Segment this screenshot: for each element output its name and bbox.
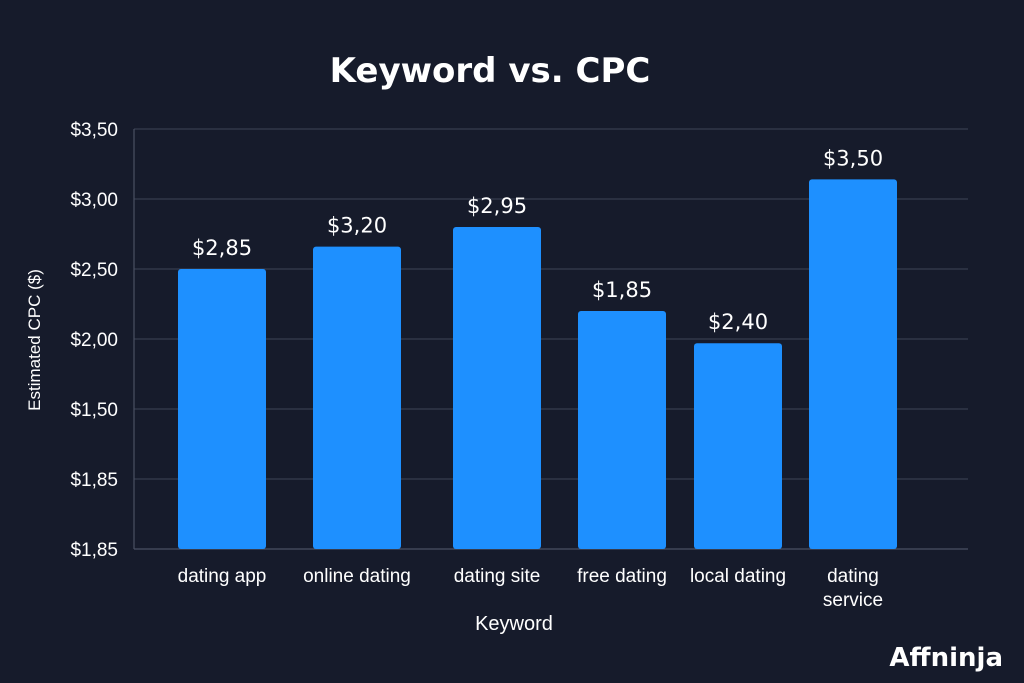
y-tick-label: $2,00 bbox=[70, 330, 118, 351]
data-label: $3,20 bbox=[327, 214, 387, 238]
y-tick-label: $1,85 bbox=[70, 540, 118, 561]
bar bbox=[694, 343, 782, 549]
y-tick-label: $3,00 bbox=[70, 190, 118, 211]
x-category-label: local dating bbox=[690, 566, 786, 587]
data-label: $1,85 bbox=[592, 278, 652, 302]
y-axis-title: Estimated CPC ($) bbox=[25, 269, 44, 411]
y-tick-label: $2,50 bbox=[70, 260, 118, 281]
x-category-label: dating app bbox=[178, 566, 267, 587]
data-label: $2,95 bbox=[467, 194, 527, 218]
x-category-label: dating bbox=[827, 566, 879, 587]
data-label: $2,85 bbox=[192, 236, 252, 260]
data-label: $3,50 bbox=[823, 146, 883, 170]
y-axis-ticks: $1,85 $1,85 $1,50 $2,00 $2,50 $3,00 $3,50 bbox=[70, 120, 118, 561]
brand-logo: Affninja bbox=[889, 643, 1003, 673]
x-category-label: service bbox=[823, 590, 883, 611]
x-category-label: online dating bbox=[303, 566, 411, 587]
y-tick-label: $1,50 bbox=[70, 400, 118, 421]
bar bbox=[809, 179, 897, 549]
bar bbox=[178, 269, 266, 549]
bar bbox=[313, 246, 401, 549]
bar bbox=[578, 311, 666, 549]
chart-title: Keyword vs. CPC bbox=[330, 51, 651, 91]
y-tick-label: $3,50 bbox=[70, 120, 118, 141]
x-category-label: dating site bbox=[454, 566, 541, 587]
x-category-label: free dating bbox=[577, 566, 667, 587]
bars bbox=[178, 179, 897, 549]
y-tick-label: $1,85 bbox=[70, 470, 118, 491]
data-labels: $2,85 $3,20 $2,95 $1,85 $2,40 $3,50 bbox=[192, 146, 883, 334]
bar bbox=[453, 227, 541, 549]
x-axis-categories: dating app online dating dating site free d… bbox=[178, 566, 883, 611]
x-axis-title: Keyword bbox=[475, 613, 553, 635]
data-label: $2,40 bbox=[708, 310, 768, 334]
